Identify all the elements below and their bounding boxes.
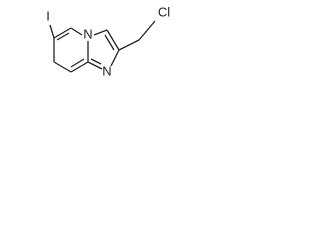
atom-label: Cl [158,4,170,19]
bond [93,29,108,36]
bond [106,29,120,51]
bond [53,61,72,73]
bond [110,49,120,67]
atom-label: N [83,26,92,41]
bond [90,58,102,65]
bond [104,34,115,51]
bond [118,39,140,51]
atom-label: I [46,8,50,23]
structure-diagram: I N N Cl [46,4,170,78]
bond [53,27,72,39]
bond [70,61,89,73]
bond [87,61,103,70]
bond [70,58,85,68]
bond [56,32,70,41]
bond [49,24,55,39]
bond [138,20,156,41]
atom-label: N [102,63,111,78]
bonds [49,20,156,73]
bond [70,27,83,36]
